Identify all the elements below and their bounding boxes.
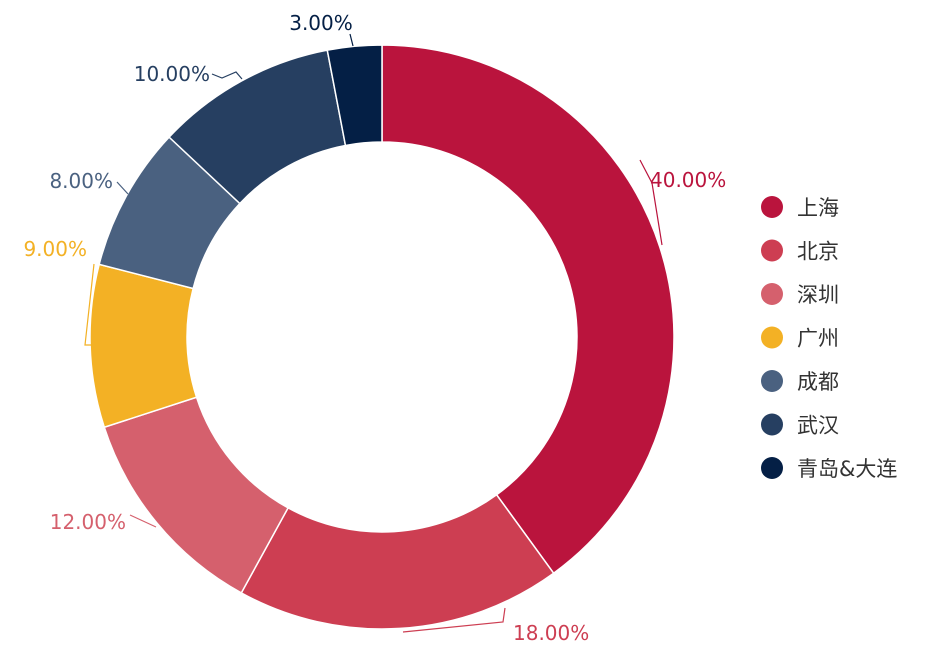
slice-labels: 40.00% 18.00% 12.00% 9.00% 8.00% 10.00% 3.00% xyxy=(23,11,726,645)
donut-slice-7 xyxy=(326,44,383,147)
legend-label-3: 深圳 xyxy=(797,283,839,307)
donut-slice-4 xyxy=(89,263,198,429)
legend-marker-4 xyxy=(761,326,783,349)
slice-label-3: 12.00% xyxy=(50,510,126,534)
legend-label-2: 北京 xyxy=(797,240,839,264)
legend-marker-1 xyxy=(761,196,783,218)
slice-label-5: 8.00% xyxy=(49,169,113,193)
slice-label-6: 10.00% xyxy=(134,62,210,86)
legend-label-7: 青岛&大连 xyxy=(797,457,897,481)
legend-label-6: 武汉 xyxy=(797,414,839,438)
slice-label-4: 9.00% xyxy=(23,237,87,261)
legend-marker-3 xyxy=(761,283,783,305)
leader-line-5 xyxy=(116,181,129,195)
label-leader-lines xyxy=(84,33,663,633)
donut-slices xyxy=(89,44,675,630)
legend-marker-5 xyxy=(761,370,783,392)
leader-line-2 xyxy=(402,607,506,633)
leader-line-3 xyxy=(129,514,157,528)
legend-marker-6 xyxy=(761,413,783,436)
donut-slice-1 xyxy=(381,44,675,575)
leader-line-6 xyxy=(211,71,243,80)
legend-label-1: 上海 xyxy=(797,196,839,220)
leader-line-7 xyxy=(349,33,354,47)
donut-slice-2 xyxy=(240,493,555,630)
legend-marker-2 xyxy=(761,239,783,262)
slice-label-2: 18.00% xyxy=(513,621,589,645)
legend-label-5: 成都 xyxy=(797,370,839,394)
legend-marker-7 xyxy=(761,457,783,479)
slice-label-1: 40.00% xyxy=(650,168,726,192)
leader-line-1 xyxy=(639,159,663,246)
legend-label-4: 广州 xyxy=(797,327,839,351)
leader-line-4 xyxy=(84,263,95,346)
slice-label-7: 3.00% xyxy=(289,11,353,35)
